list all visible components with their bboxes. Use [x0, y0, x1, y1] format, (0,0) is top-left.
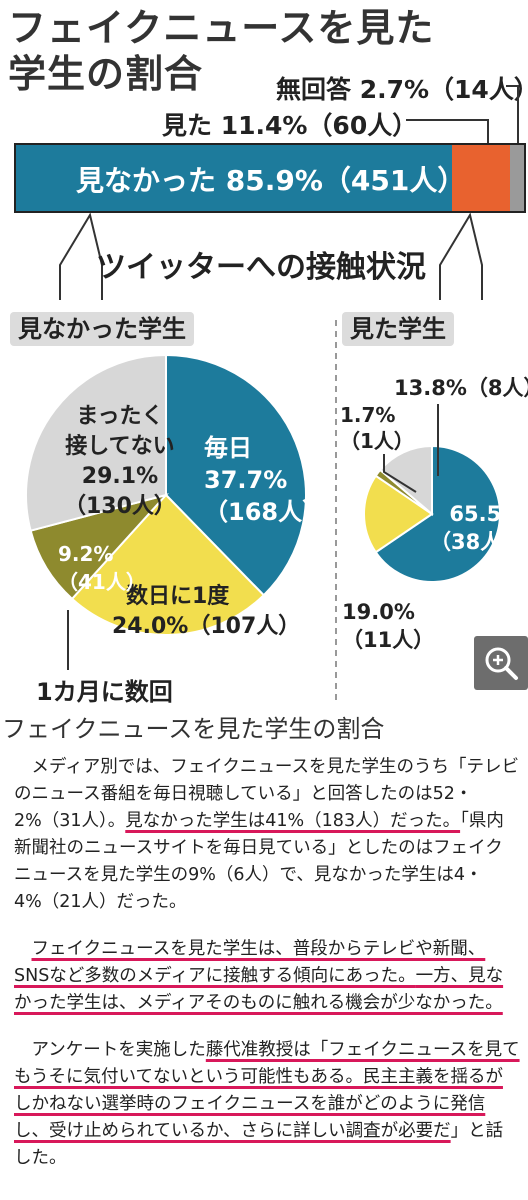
pie-right-monthly-percent: 1.7%: [340, 403, 396, 427]
pie-left-daily-percent: 37.7%: [204, 466, 288, 494]
article-paragraph-2: フェイクニュースを見た学生は、普段からテレビや新聞、SNSなど多数のメディアに接…: [14, 936, 520, 1017]
article-p1-text-c: 「県内新聞社のニュースサイトを毎日見ている」としたのはフェイクニュースを見た学生…: [14, 811, 504, 912]
article-p2-highlight: フェイクニュースを見た学生は、普段からテレビや新聞、SNSなど多数のメディアに接…: [14, 939, 486, 986]
pie-left-daily-name: 毎日: [204, 434, 252, 462]
pie-left-few-days-name: 数日に1度: [126, 584, 230, 609]
pie-right-daily-count: （38人）: [430, 530, 523, 554]
pie-left-monthly-percent: 9.2%: [58, 542, 114, 566]
section-tag-not-saw: 見なかった学生: [10, 312, 194, 346]
bar-callouts: [59, 85, 519, 300]
pie-slice-daily: [165, 353, 307, 597]
divider: [335, 320, 337, 700]
bracket-right: [439, 212, 483, 300]
pie-left-monthly-count: （41人）: [58, 570, 146, 594]
pie-left-daily-label: 毎日 37.7% （168人）: [204, 432, 326, 528]
monthly-callout-line: [67, 610, 69, 670]
pie-right-few-days-label: 19.0% （11人）: [342, 598, 434, 654]
label-no-answer: 無回答 2.7%（14人）: [276, 75, 528, 104]
pie-chart-saw: [363, 444, 501, 583]
pie-slice-monthly: [29, 493, 169, 601]
pie-left-never-percent: 29.1%: [81, 464, 159, 489]
pie-right-daily-percent: 65.5%: [449, 502, 523, 526]
pie-right-callouts: [383, 404, 439, 493]
pie-left-never-line2: 接してない: [65, 434, 175, 459]
stacked-bar: 見なかった 85.9%（451人）: [14, 143, 526, 213]
article-paragraph-1: メディア別では、フェイクニュースを見た学生のうち「テレビのニュース番組を毎日視聴…: [14, 754, 520, 916]
bar-segment-no-answer: [510, 145, 524, 211]
pie-right-few-days-percent: 19.0%: [342, 600, 415, 624]
pie-left-monthly-label: 9.2% （41人）: [58, 540, 146, 596]
pie-right-daily-label: 65.5% （38人）: [430, 500, 522, 556]
bar-segment-not-saw: [16, 145, 453, 211]
bar-segment-saw: [452, 145, 511, 211]
pie-left-few-days-value: 24.0%（107人）: [112, 614, 301, 639]
article-p3-text-a: アンケートを実施した: [31, 1040, 206, 1060]
section-tag-saw: 見た学生: [342, 312, 454, 346]
label-not-saw: 見なかった 85.9%（451人）: [76, 164, 466, 197]
pie-right-never-label: 13.8%（8人）: [394, 376, 528, 400]
figure-title-line1: フェイクニュースを見た: [8, 6, 435, 50]
pie-left-daily-count: （168人）: [204, 498, 327, 526]
pie-right-monthly-label: 1.7% （1人）: [340, 402, 414, 454]
pie-right-few-days-count: （11人）: [342, 628, 435, 652]
zoom-in-icon: [485, 647, 518, 680]
figure-title-line2: 学生の割合: [8, 52, 204, 96]
article-body: メディア別では、フェイクニュースを見た学生のうち「テレビのニュース番組を毎日視聴…: [14, 754, 520, 1192]
pie-slice-few-days: [70, 493, 266, 636]
pie-chart-not-saw: [25, 353, 307, 636]
pie-slice-never: [25, 353, 167, 532]
pie-left-few-days-label: 数日に1度 24.0%（107人）: [112, 582, 300, 642]
pie-left-never-count: （130人）: [64, 494, 176, 519]
pie-left-never-line1: まったく: [76, 404, 164, 429]
article-p3-text-c: 」と話した。: [14, 1121, 504, 1168]
pie-left-monthly-callout: 1カ月に数回: [36, 678, 173, 706]
pie-slice-daily: [374, 444, 501, 583]
figure-caption: フェイクニュースを見た学生の割合: [2, 715, 385, 743]
article-p1-highlight: 見なかった学生は41%（183人）だった。: [125, 811, 461, 831]
article-p1-text-a: メディア別では、フェイクニュースを見た学生のうち「テレビのニュース番組を毎日視聴…: [14, 757, 520, 831]
pie-left-never-label: まったく 接してない 29.1% （130人）: [64, 402, 176, 522]
subtitle: ツイッターへの接触状況: [96, 250, 426, 285]
zoom-button[interactable]: [474, 636, 528, 690]
article-paragraph-3: アンケートを実施した藤代准教授は「フェイクニュースを見てもうそに気付いてないとい…: [14, 1037, 520, 1172]
bracket-left: [59, 212, 103, 300]
article-p2-highlight-b: 一方、見なかった学生は、メディアそのものに触れる機会が少なかった。: [14, 966, 504, 1013]
article-p3-highlight: 藤代准教授は「フェイクニュースを見てもうそに気付いてないという可能性もある。民主…: [14, 1040, 520, 1141]
pie-slice-never: [378, 444, 433, 517]
label-saw: 見た 11.4%（60人）: [162, 111, 418, 140]
infographic: フェイクニュースを見た 学生の割合 無回答 2.7%（14人） 見た 11.4%…: [8, 6, 528, 706]
pie-slice-few-days: [363, 474, 434, 554]
pie-right-monthly-count: （1人）: [340, 429, 414, 453]
